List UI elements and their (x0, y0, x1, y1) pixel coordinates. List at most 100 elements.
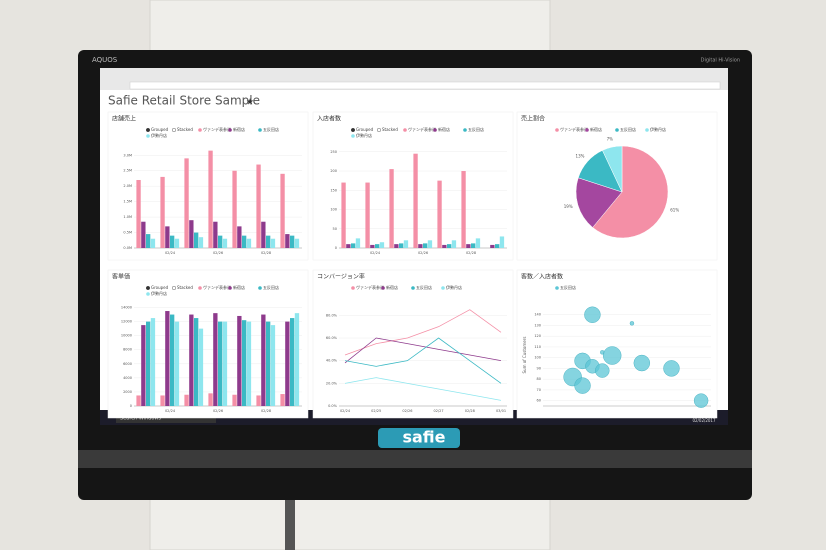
bar[interactable] (285, 234, 290, 248)
bar[interactable] (437, 180, 442, 248)
bar[interactable] (370, 244, 375, 248)
bubble[interactable] (693, 393, 709, 408)
bar[interactable] (294, 313, 300, 406)
bar[interactable] (285, 321, 290, 406)
bar[interactable] (237, 315, 242, 406)
bar[interactable] (174, 238, 180, 248)
bar[interactable] (290, 318, 295, 406)
bar[interactable] (141, 325, 146, 406)
bar[interactable] (423, 243, 428, 248)
legend-swatch[interactable] (198, 286, 202, 290)
legend-toggle[interactable] (145, 286, 150, 291)
legend-swatch[interactable] (585, 128, 589, 132)
bar[interactable] (208, 150, 213, 248)
bar[interactable] (160, 176, 165, 248)
bar[interactable] (194, 232, 199, 248)
bar[interactable] (213, 221, 218, 248)
bar[interactable] (413, 153, 418, 248)
bar[interactable] (261, 314, 266, 406)
bubble[interactable] (574, 377, 591, 394)
bar[interactable] (290, 235, 295, 248)
bubble[interactable] (633, 354, 651, 372)
bar[interactable] (447, 244, 452, 248)
bar[interactable] (394, 244, 399, 248)
bar[interactable] (208, 393, 213, 406)
bar[interactable] (150, 318, 156, 406)
bar[interactable] (466, 244, 471, 248)
bar[interactable] (246, 238, 252, 248)
legend-swatch[interactable] (351, 134, 355, 138)
legend-swatch[interactable] (228, 128, 232, 132)
bar[interactable] (351, 243, 356, 248)
bar[interactable] (184, 158, 189, 248)
bar[interactable] (246, 321, 252, 406)
bar[interactable] (165, 311, 170, 406)
bar[interactable] (242, 320, 247, 406)
favorite-star[interactable]: ★ (246, 98, 254, 108)
legend-swatch[interactable] (403, 128, 407, 132)
legend-swatch[interactable] (351, 286, 355, 290)
legend-toggle[interactable] (171, 127, 176, 132)
bar[interactable] (256, 395, 261, 406)
bubble[interactable] (595, 363, 610, 378)
legend-swatch[interactable] (146, 292, 150, 296)
bar[interactable] (146, 234, 151, 248)
bar[interactable] (232, 170, 237, 248)
bar[interactable] (256, 164, 261, 248)
bar[interactable] (270, 238, 276, 248)
bar[interactable] (280, 394, 285, 406)
bar[interactable] (237, 226, 242, 248)
bar[interactable] (150, 238, 156, 248)
legend-swatch[interactable] (381, 286, 385, 290)
bar[interactable] (442, 244, 447, 248)
bar[interactable] (294, 238, 300, 248)
bar[interactable] (266, 235, 271, 248)
legend-swatch[interactable] (615, 128, 619, 132)
bar[interactable] (375, 244, 380, 248)
bar[interactable] (242, 235, 247, 248)
bubble[interactable] (629, 321, 635, 326)
legend-swatch[interactable] (258, 286, 262, 290)
legend-toggle[interactable] (145, 127, 150, 132)
legend-swatch[interactable] (198, 128, 202, 132)
legend-swatch[interactable] (463, 128, 467, 132)
legend-swatch[interactable] (258, 128, 262, 132)
bar[interactable] (189, 220, 194, 248)
legend-swatch[interactable] (228, 286, 232, 290)
bar[interactable] (218, 235, 223, 248)
bar[interactable] (389, 169, 394, 248)
bar[interactable] (490, 244, 495, 248)
bar[interactable] (222, 321, 228, 406)
legend-swatch[interactable] (645, 128, 649, 132)
bar[interactable] (194, 318, 199, 406)
bar[interactable] (418, 244, 423, 248)
bar[interactable] (451, 240, 457, 248)
bar[interactable] (218, 321, 223, 406)
bar[interactable] (427, 240, 433, 248)
bar[interactable] (170, 314, 175, 406)
bubble[interactable] (602, 346, 622, 365)
bar[interactable] (475, 238, 481, 248)
bar[interactable] (355, 238, 361, 248)
bar[interactable] (198, 328, 204, 406)
bar[interactable] (213, 313, 218, 406)
bar[interactable] (136, 395, 141, 406)
bar[interactable] (232, 394, 237, 406)
bar[interactable] (141, 221, 146, 248)
bar[interactable] (403, 240, 409, 248)
legend-toggle[interactable] (377, 127, 382, 132)
bubble[interactable] (584, 306, 601, 323)
bar[interactable] (189, 314, 194, 406)
bar[interactable] (341, 182, 346, 248)
bar[interactable] (170, 235, 175, 248)
legend-swatch[interactable] (555, 128, 559, 132)
bar[interactable] (174, 321, 180, 406)
legend-swatch[interactable] (555, 286, 559, 290)
legend-swatch[interactable] (433, 128, 437, 132)
bar[interactable] (270, 325, 276, 406)
legend-toggle[interactable] (171, 286, 176, 291)
legend-toggle[interactable] (351, 127, 356, 132)
legend-swatch[interactable] (411, 286, 415, 290)
bar[interactable] (222, 238, 228, 248)
bar[interactable] (160, 395, 165, 406)
